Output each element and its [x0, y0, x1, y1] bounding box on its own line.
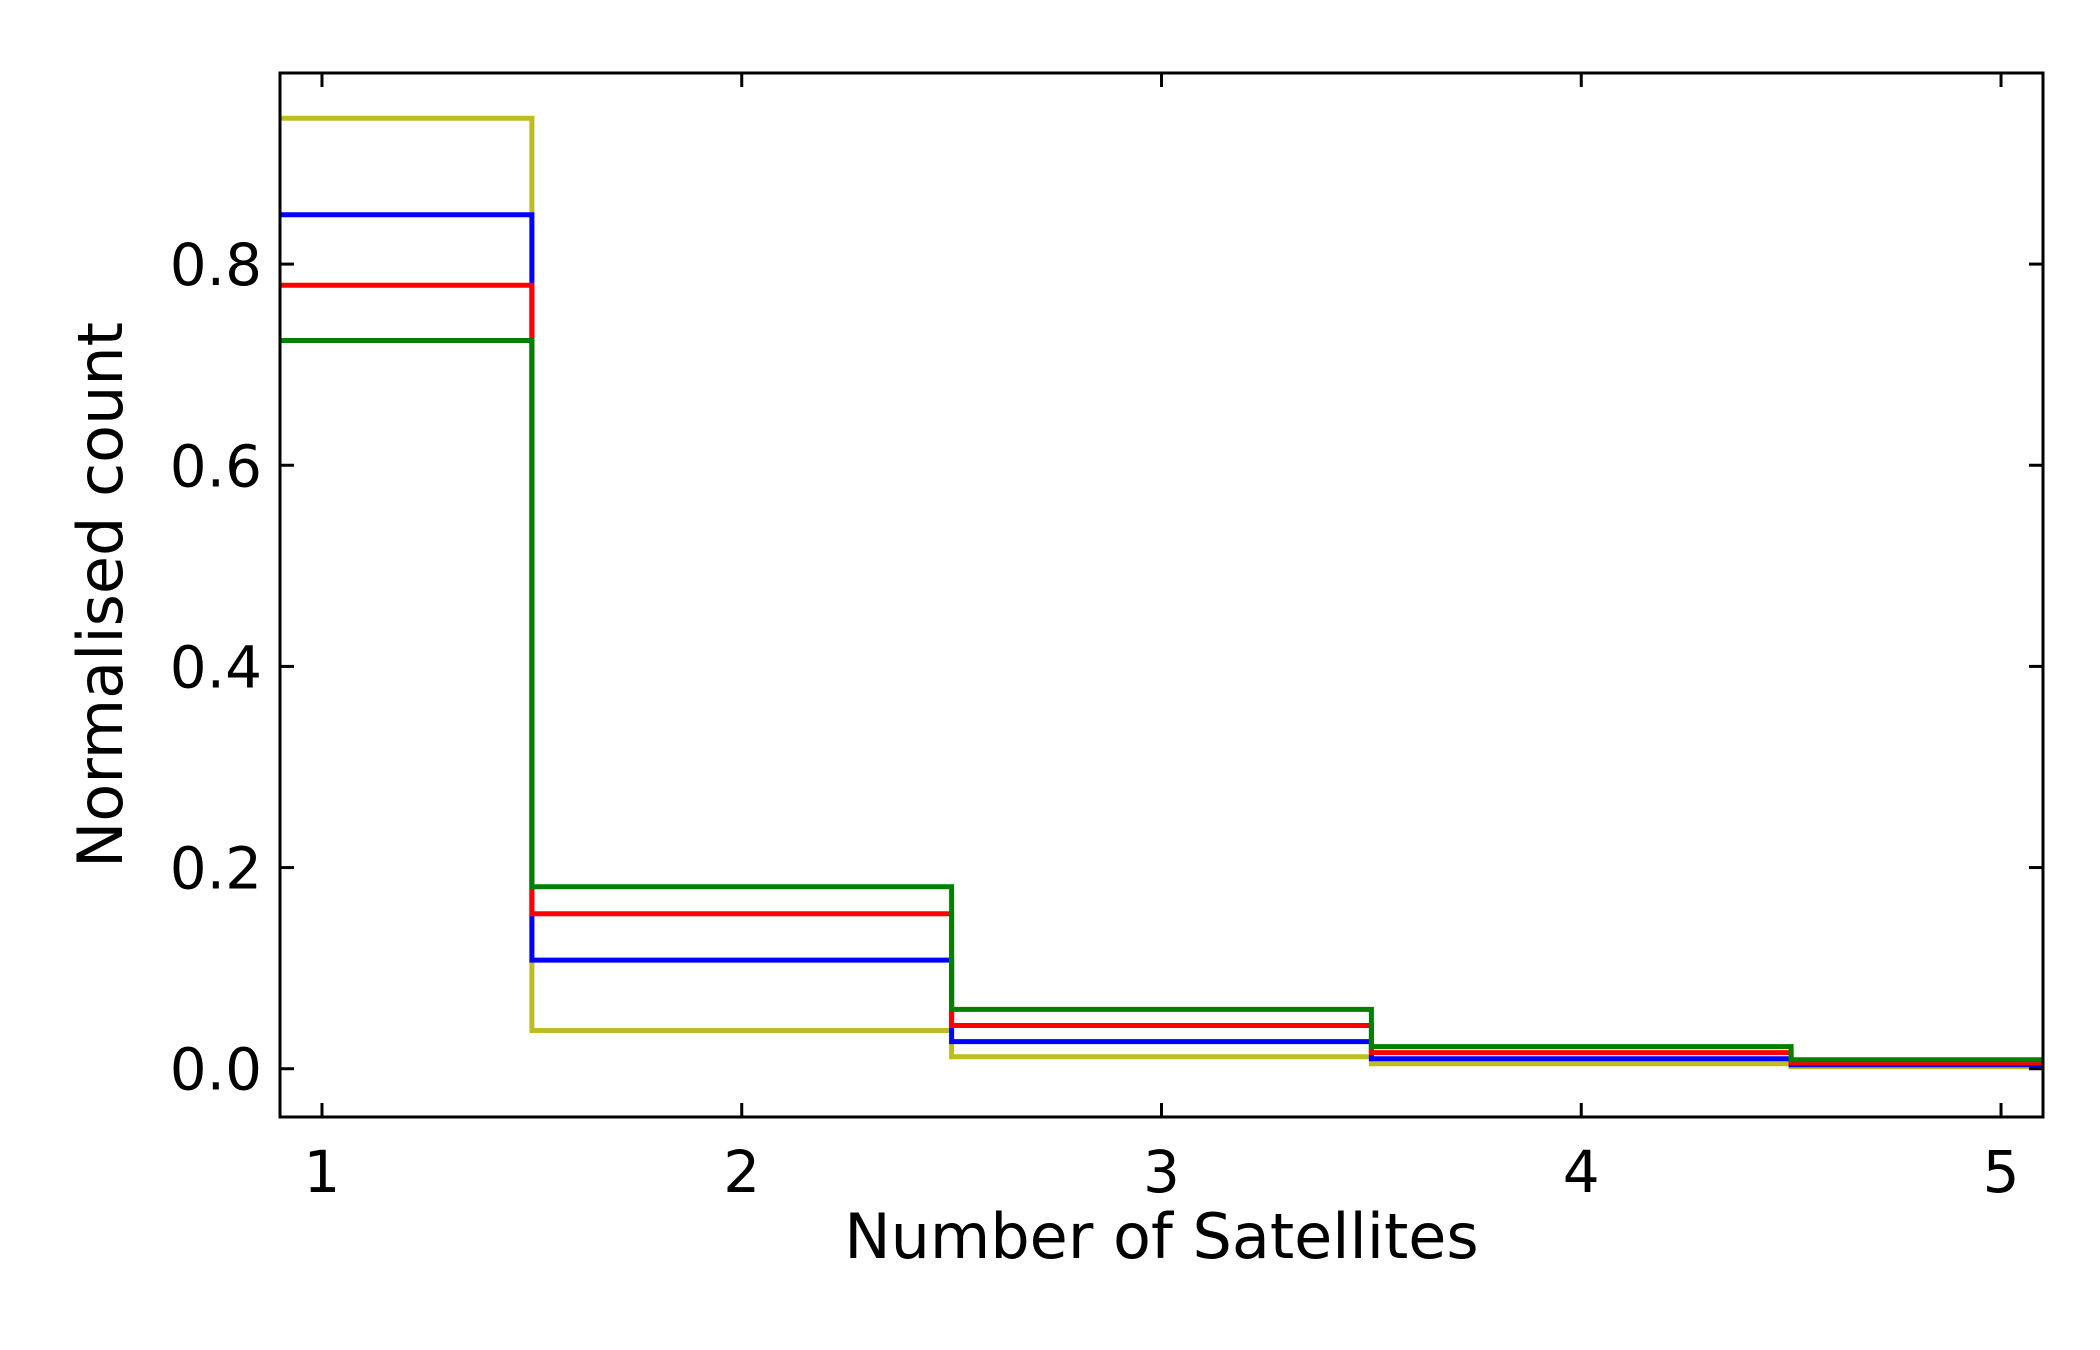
x-tick-label: 4 [1563, 1138, 1600, 1206]
x-axis-label: Number of Satellites [844, 1200, 1478, 1273]
y-tick-label: 0.8 [170, 231, 262, 299]
series-1-step-line [280, 115, 2043, 1070]
x-axis: 1 2 3 4 5 [304, 73, 2020, 1206]
series-group [280, 115, 2043, 1070]
y-tick-label: 0.4 [170, 633, 262, 701]
x-tick-label: 5 [1983, 1138, 2020, 1206]
y-axis: 0.0 0.2 0.4 0.6 0.8 [170, 231, 2043, 1104]
series-3-step-line [280, 282, 2043, 1066]
x-tick-label: 3 [1143, 1138, 1180, 1206]
x-tick-label: 2 [723, 1138, 760, 1206]
y-tick-label: 0.2 [170, 835, 262, 903]
y-tick-label: 0.0 [170, 1036, 262, 1104]
y-axis-label: Normalised count [64, 322, 137, 868]
series-4-step-line [280, 338, 2043, 1063]
y-tick-label: 0.6 [170, 432, 262, 500]
x-tick-label: 1 [304, 1138, 341, 1206]
